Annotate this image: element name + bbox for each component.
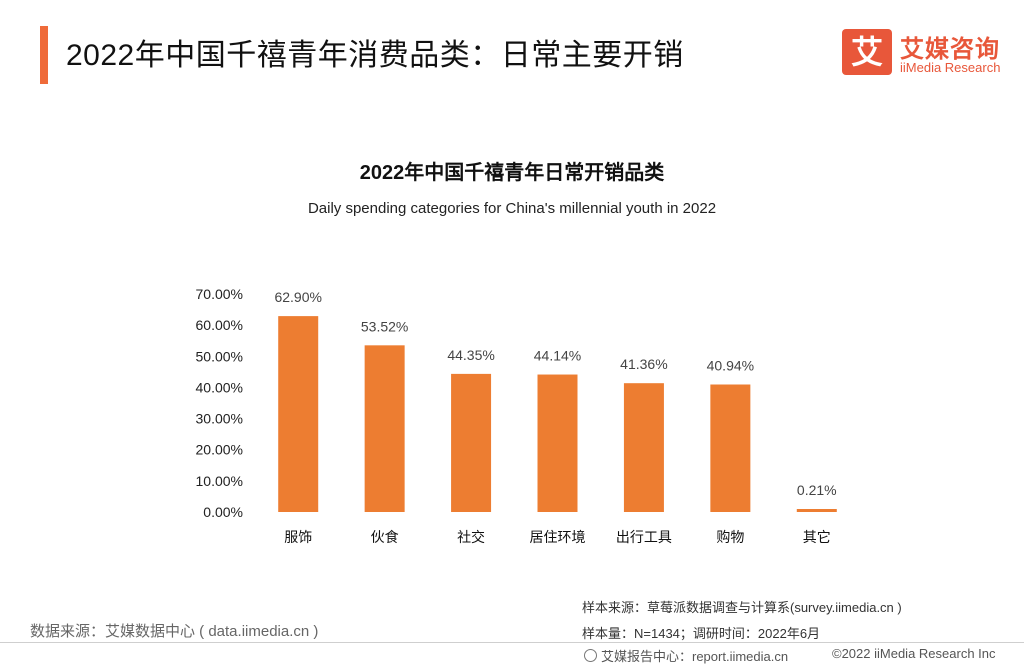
logo-mark-icon: 艾 — [842, 29, 892, 75]
bar-value-label: 44.14% — [534, 348, 581, 364]
bar-value-label: 40.94% — [707, 358, 754, 374]
bar-value-label: 41.36% — [620, 356, 667, 372]
bar — [451, 373, 492, 512]
y-tick-label: 40.00% — [196, 379, 243, 395]
x-category-label: 出行工具 — [616, 530, 672, 546]
chart-subtitle: Daily spending categories for China's mi… — [307, 200, 717, 217]
chart-title: 2022年中国千禧青年日常开销品类 — [359, 162, 665, 184]
footer-report-link[interactable]: 艾媒报告中心：report.iimedia.cn — [584, 646, 788, 665]
y-tick-label: 50.00% — [196, 348, 243, 364]
bar — [364, 345, 405, 512]
footer-divider — [0, 642, 1024, 643]
bar — [537, 374, 578, 512]
bar — [623, 383, 664, 512]
logo[interactable]: 艾 艾媒咨询 iiMedia Research — [842, 29, 1012, 79]
bar-value-label: 0.21% — [797, 482, 837, 498]
bar — [796, 509, 837, 512]
x-category-label: 伙食 — [371, 529, 399, 546]
y-tick-label: 10.00% — [196, 473, 243, 489]
x-category-label: 居住环境 — [530, 530, 586, 546]
footer-report-text: 艾媒报告中心：report.iimedia.cn — [601, 649, 789, 664]
y-tick-label: 0.00% — [203, 504, 243, 520]
logo-name-cn: 艾媒咨询 — [900, 36, 1000, 63]
footer-copyright: ©2022 iiMedia Research Inc — [832, 646, 996, 661]
x-category-label: 其它 — [803, 529, 831, 546]
bar-chart: 0.00% 10.00% 20.00% 30.00% 40.00% 50.00% 60.00… — [196, 286, 837, 546]
bar — [710, 384, 751, 512]
y-tick-label: 60.00% — [196, 317, 243, 333]
x-category-label: 购物 — [716, 530, 744, 546]
page-title: 2022年中国千禧青年消费品类：日常主要开销 — [66, 39, 684, 72]
x-category-label: 服饰 — [284, 530, 312, 546]
y-tick-label: 20.00% — [196, 442, 243, 458]
sample-info-note: 样本量：N=1434；调研时间：2022年6月 — [582, 626, 821, 641]
title-accent-bar — [40, 26, 48, 84]
globe-icon — [584, 649, 597, 662]
bar-value-label: 44.35% — [447, 347, 494, 363]
data-source-note: 数据来源：艾媒数据中心 ( data.iimedia.cn ) — [30, 623, 319, 640]
sample-source-note: 样本来源：草莓派数据调查与计算系(survey.iimedia.cn ) — [582, 600, 902, 615]
y-tick-label: 70.00% — [196, 286, 243, 302]
y-tick-label: 30.00% — [196, 411, 243, 427]
x-category-label: 社交 — [457, 529, 485, 546]
bar-value-label: 62.90% — [274, 289, 321, 305]
logo-name-en: iiMedia Research — [900, 60, 1001, 75]
bar — [278, 316, 319, 512]
bar-value-label: 53.52% — [361, 318, 408, 334]
